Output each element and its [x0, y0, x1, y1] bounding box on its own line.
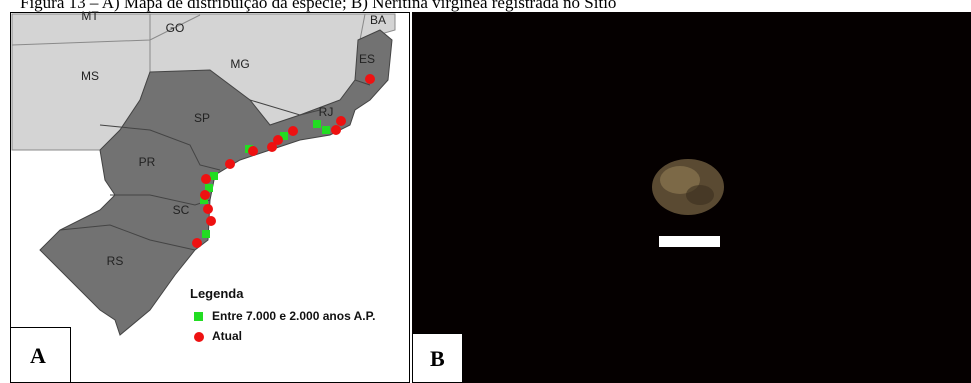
point-current — [331, 125, 341, 135]
legend-swatch — [194, 332, 204, 342]
point-past — [313, 120, 321, 128]
legend-item: Atual — [212, 329, 242, 343]
caption: Figura 13 – A) Mapa de distribuição da e… — [20, 0, 616, 12]
panel-b: B — [412, 12, 971, 383]
scale-bar — [659, 236, 720, 247]
state-label: PR — [139, 155, 156, 169]
legend-title: Legenda — [190, 286, 244, 301]
panel-label: B — [430, 346, 445, 371]
legend-swatch — [194, 312, 203, 321]
state-label: MS — [81, 69, 99, 83]
point-current — [248, 146, 258, 156]
legend-item: Entre 7.000 e 2.000 anos A.P. — [212, 309, 375, 323]
state-label: MG — [230, 57, 249, 71]
point-current — [225, 159, 235, 169]
point-current — [288, 126, 298, 136]
point-current — [200, 190, 210, 200]
state-label: ES — [359, 52, 375, 66]
point-current — [206, 216, 216, 226]
point-current — [365, 74, 375, 84]
point-current — [336, 116, 346, 126]
point-current — [203, 204, 213, 214]
state-label: SP — [194, 111, 210, 125]
state-label: RJ — [319, 105, 334, 119]
state-label: RS — [107, 254, 124, 268]
panel-a: MT GO BA MS MG ES SP RJ PR SC RS Legenda — [11, 9, 410, 383]
figure: Figura 13 – A) Mapa de distribuição da e… — [0, 0, 971, 383]
panel-label: A — [30, 343, 46, 368]
state-label: BA — [370, 13, 386, 27]
point-past — [202, 230, 210, 238]
point-current — [192, 238, 202, 248]
state-label: MT — [81, 9, 99, 23]
shell-shade — [686, 185, 714, 205]
state-label: GO — [166, 21, 185, 35]
point-current — [267, 142, 277, 152]
point-past — [210, 172, 218, 180]
point-current — [201, 174, 211, 184]
state-label: SC — [173, 203, 190, 217]
point-past — [322, 126, 330, 134]
